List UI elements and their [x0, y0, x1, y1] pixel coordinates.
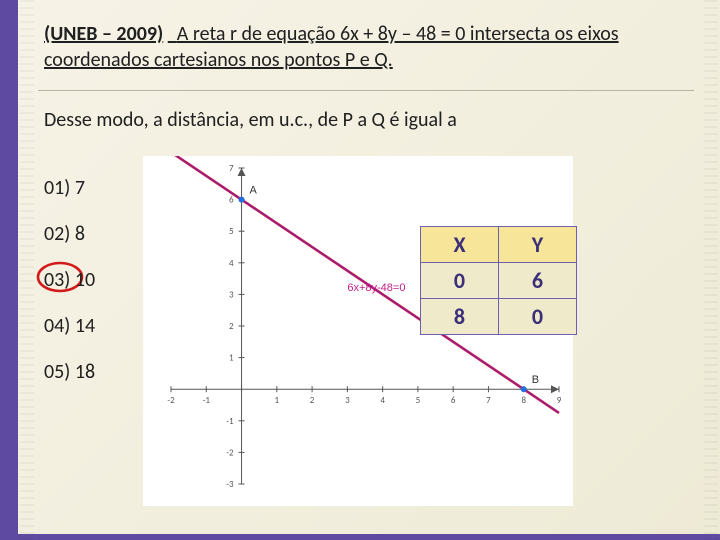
- table-row: 0 6: [421, 263, 577, 299]
- paper-flute-right: [704, 0, 718, 540]
- svg-text:1: 1: [229, 353, 234, 364]
- option-02: 02) 8: [44, 222, 95, 246]
- svg-text:6x+8y-48=0: 6x+8y-48=0: [347, 282, 405, 294]
- svg-text:3: 3: [345, 395, 350, 406]
- svg-text:3: 3: [229, 289, 234, 300]
- svg-text:8: 8: [521, 395, 526, 406]
- option-04: 04) 14: [44, 314, 95, 338]
- question-line-2: Desse modo, a distância, em u.c., de P a…: [44, 108, 692, 132]
- svg-text:4: 4: [229, 258, 234, 269]
- svg-text:1: 1: [275, 395, 280, 406]
- svg-text:A: A: [250, 185, 258, 197]
- svg-text:-3: -3: [226, 479, 234, 490]
- svg-text:5: 5: [416, 395, 421, 406]
- table-cell: 0: [499, 299, 577, 335]
- question-source: (UNEB – 2009): [44, 22, 163, 46]
- accent-bar-bottom: [0, 534, 720, 540]
- svg-text:2: 2: [310, 395, 315, 406]
- slide-root: (UNEB – 2009) A reta r de equação 6x + 8…: [0, 0, 720, 540]
- svg-text:4: 4: [380, 395, 385, 406]
- svg-text:7: 7: [486, 395, 491, 406]
- table-cell: 8: [421, 299, 499, 335]
- divider-line: [38, 90, 694, 91]
- svg-text:-1: -1: [226, 416, 234, 427]
- svg-text:-2: -2: [226, 447, 234, 458]
- accent-bar-left: [0, 0, 18, 540]
- option-05: 05) 18: [44, 360, 95, 384]
- option-03: 03) 10: [44, 268, 95, 292]
- svg-text:9: 9: [557, 395, 562, 406]
- option-01: 01) 7: [44, 176, 95, 200]
- svg-text:6: 6: [229, 195, 234, 206]
- svg-text:2: 2: [229, 321, 234, 332]
- answer-options: 01) 7 02) 8 03) 10 04) 14 05) 18: [44, 176, 95, 406]
- svg-text:-1: -1: [203, 395, 211, 406]
- paper-flute-left: [20, 0, 34, 540]
- xy-table: X Y 0 6 8 0: [420, 226, 577, 335]
- svg-text:6: 6: [451, 395, 456, 406]
- table-cell: X: [421, 227, 499, 263]
- table-cell: Y: [499, 227, 577, 263]
- table-cell: 0: [421, 263, 499, 299]
- table-cell: 6: [499, 263, 577, 299]
- table-row-header: X Y: [421, 227, 577, 263]
- svg-text:B: B: [532, 374, 539, 386]
- svg-text:7: 7: [229, 163, 234, 174]
- svg-text:-2: -2: [167, 395, 175, 406]
- table-row: 8 0: [421, 299, 577, 335]
- question-text: (UNEB – 2009) A reta r de equação 6x + 8…: [44, 22, 692, 73]
- svg-text:5: 5: [229, 226, 234, 237]
